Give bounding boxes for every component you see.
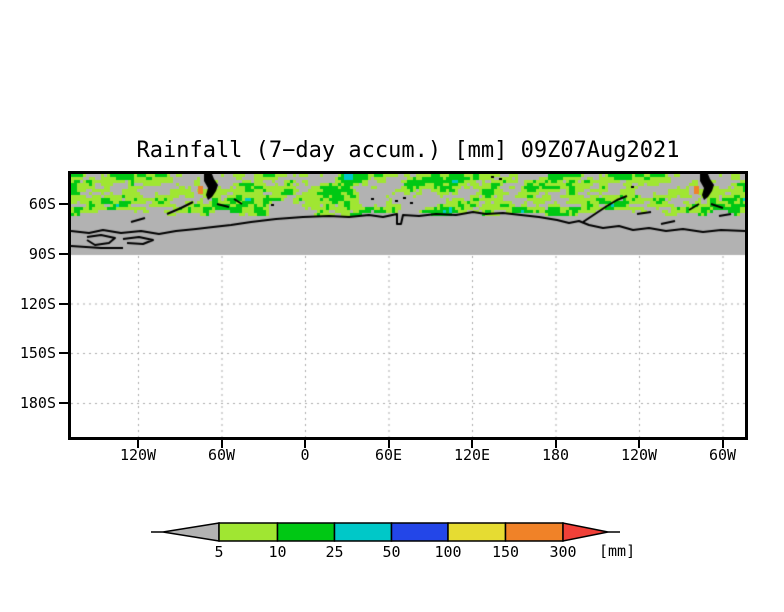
x-tick-label: 120W [620, 446, 658, 464]
x-tick-label: 120E [453, 446, 491, 464]
legend-swatch-cyan [333, 522, 393, 542]
legend-threshold-label: 50 [382, 543, 401, 561]
x-tick-mark [387, 440, 390, 448]
y-tick-mark [59, 352, 68, 354]
legend-threshold-label: 100 [434, 543, 462, 561]
legend-threshold-label: 5 [214, 543, 224, 561]
legend-swatch-lightgreen [218, 522, 279, 542]
x-tick-mark [220, 440, 223, 448]
x-tick-mark [554, 440, 557, 448]
y-tick-label: 120S [19, 294, 56, 313]
y-tick-label: 150S [19, 344, 56, 362]
x-tick-mark [638, 440, 640, 448]
x-tick-label: 60W [708, 446, 737, 464]
y-tick-mark [59, 203, 68, 205]
x-tick-mark [304, 440, 306, 448]
legend-threshold-label: 150 [491, 543, 520, 561]
x-tick-mark [471, 440, 473, 448]
legend-unit-label: [mm] [599, 542, 636, 560]
x-tick-label: 120W [119, 446, 157, 464]
legend-swatch-yellow [447, 522, 507, 542]
y-tick-mark [59, 302, 68, 305]
legend-swatch-blue [390, 522, 449, 542]
y-tick-mark [59, 253, 68, 255]
x-tick-label: 0 [300, 446, 310, 464]
map-frame [68, 171, 748, 440]
y-tick-label: 90S [28, 245, 56, 263]
plot-title: Rainfall (7−day accum.) [mm] 09Z07Aug202… [136, 138, 680, 163]
legend-arrow-below-min [162, 522, 220, 542]
y-tick-mark [59, 402, 68, 404]
y-tick-label: 180S [19, 394, 56, 412]
legend-threshold-label: 300 [549, 543, 577, 561]
x-tick-label: 60W [207, 446, 236, 464]
x-tick-mark [137, 440, 139, 448]
x-tick-label: 60E [374, 446, 403, 464]
legend-arrow-above-max [562, 522, 609, 542]
legend-bar [151, 522, 620, 542]
x-tick-mark [721, 440, 724, 448]
map-canvas [71, 174, 745, 437]
legend-swatch-orange [504, 522, 564, 542]
legend-threshold-label: 25 [325, 543, 344, 561]
x-tick-label: 180 [541, 446, 570, 464]
legend-threshold-label: 10 [268, 543, 287, 561]
y-tick-label: 60S [28, 195, 56, 213]
legend-swatch-green [276, 522, 336, 542]
